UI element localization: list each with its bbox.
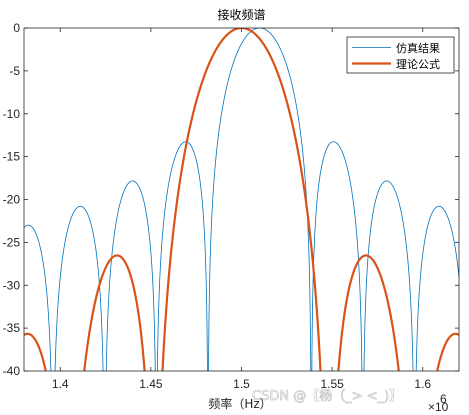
series-line-theory bbox=[24, 28, 459, 371]
x-axis-label: 频率（Hz） bbox=[208, 396, 271, 411]
y-tick-label: -20 bbox=[3, 193, 21, 207]
series-line-simulation bbox=[24, 28, 459, 371]
x-tick-label: 1.4 bbox=[52, 377, 69, 391]
y-axis-ticks: 0 -5 -10 -15 -20 -25 -30 -35 -40 bbox=[3, 21, 459, 378]
legend: 仿真结果 理论公式 bbox=[346, 36, 455, 74]
y-tick-label: -30 bbox=[3, 278, 21, 292]
y-tick-label: -5 bbox=[9, 64, 20, 78]
y-tick-label: 0 bbox=[13, 21, 20, 35]
y-tick-label: -25 bbox=[3, 235, 21, 249]
y-tick-label: -10 bbox=[3, 107, 21, 121]
plot-area bbox=[24, 28, 459, 371]
y-tick-label: -35 bbox=[3, 321, 21, 335]
y-tick-label: -15 bbox=[3, 150, 21, 164]
watermark: CSDN @【杨（_> <_)】 bbox=[252, 389, 402, 404]
x-tick-label: 1.5 bbox=[233, 377, 250, 391]
x-tick-label: 1.45 bbox=[139, 377, 163, 391]
legend-box bbox=[346, 36, 455, 74]
chart-title: 接收频谱 bbox=[217, 7, 265, 22]
x-axis-exponent-base: ×10 bbox=[428, 400, 449, 414]
legend-label-simulation: 仿真结果 bbox=[396, 41, 440, 55]
y-tick-label: -40 bbox=[3, 364, 21, 378]
series-layer bbox=[24, 28, 459, 371]
legend-label-theory: 理论公式 bbox=[396, 57, 440, 71]
x-axis-exponent-power: 6 bbox=[440, 392, 447, 406]
x-tick-label: 1.55 bbox=[320, 377, 344, 391]
x-tick-label: 1.6 bbox=[414, 377, 431, 391]
x-axis-ticks: 1.4 1.45 1.5 1.55 1.6 bbox=[52, 28, 431, 391]
